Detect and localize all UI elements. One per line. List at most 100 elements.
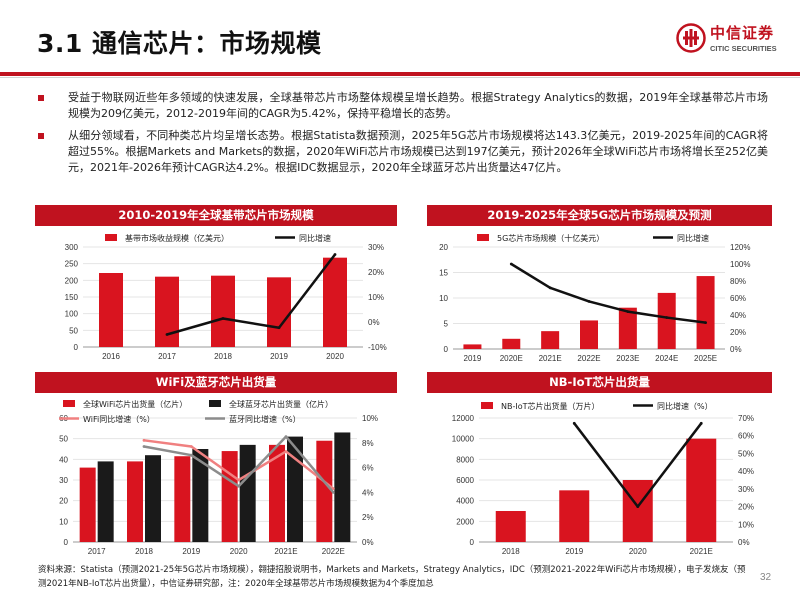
line-point (237, 478, 241, 482)
y-right-tick-label: -10% (368, 343, 387, 352)
bar (239, 444, 256, 542)
y-left-tick-label: 12000 (452, 414, 475, 423)
brand: 中信证券 CITIC SECURITIES (676, 20, 788, 60)
chart-panel-nbiot: NB-IoT芯片出货量 0 2000 4000 6000 8000 10000 12000 0… (427, 372, 772, 560)
5g-chip-market-chart: 0 5 10 15 20 0% 20% 40% 60% 80% 100% 120% 2019 2020E 2… (439, 233, 750, 363)
y-right-tick-label: 10% (362, 414, 378, 423)
bar (155, 276, 179, 347)
bar (316, 440, 333, 542)
y-left-tick-label: 150 (65, 293, 79, 302)
x-tick-label: 2018 (135, 547, 153, 556)
y-right-tick-label: 20% (738, 503, 754, 512)
chart-title: 2010-2019年全球基带芯片市场规模 (35, 205, 397, 226)
line-point (142, 438, 146, 442)
line-point (665, 316, 669, 319)
y-right-tick-label: 40% (738, 467, 754, 476)
y-left-tick-label: 0 (444, 345, 449, 354)
legend-swatch (209, 400, 221, 407)
x-tick-label: 2022E (322, 547, 345, 556)
line-point (277, 326, 281, 330)
y-right-tick-label: 70% (738, 414, 754, 423)
wifi-bluetooth-shipment-chart: 01020304050600%2%4%6%8%10%20172018201920… (59, 399, 378, 556)
bar (463, 344, 482, 349)
x-tick-label: 2020 (230, 547, 248, 556)
x-tick-label: 2020E (500, 354, 523, 363)
legend-label: 同比增速（%） (657, 401, 713, 411)
page-number: 32 (760, 572, 772, 583)
chart-panel-5g: 2019-2025年全球5G芯片市场规模及预测 0 5 10 15 20 0% 20% 40%… (427, 205, 772, 365)
legend-swatch (481, 402, 493, 409)
line-point (636, 505, 640, 508)
bar (580, 320, 598, 349)
y-left-tick-label: 10 (439, 294, 448, 303)
bar (696, 276, 715, 349)
y-right-tick-label: 8% (362, 439, 374, 448)
x-tick-label: 2017 (88, 547, 106, 556)
bullet-list: 受益于物联网近些年多领域的快速发展，全球基带芯片市场整体规模呈增长趋势。根据St… (38, 90, 768, 182)
bar (657, 292, 676, 349)
chart-title: WiFi及蓝牙芯片出货量 (35, 372, 397, 393)
header-rule-thin (0, 77, 800, 78)
y-left-tick-label: 10000 (452, 435, 475, 444)
line-point (284, 435, 288, 438)
source-note: 资料来源：Statista（预测2021-25年5G芯片市场规模），翱捷招股说明… (38, 565, 746, 589)
line-point (142, 445, 146, 448)
bar (174, 456, 191, 542)
y-right-tick-label: 10% (738, 520, 754, 529)
line-point (704, 321, 707, 325)
y-left-tick-label: 30 (59, 476, 68, 485)
line-point (189, 445, 193, 448)
bar (618, 307, 637, 349)
chart-title: 2019-2025年全球5G芯片市场规模及预测 (427, 205, 772, 226)
y-right-tick-label: 4% (362, 488, 374, 497)
line-point (331, 487, 335, 491)
bar (211, 275, 235, 347)
y-right-tick-label: 0% (738, 538, 750, 547)
y-left-tick-label: 10 (59, 517, 68, 526)
series-line (143, 439, 335, 490)
y-right-tick-label: 60% (738, 432, 754, 441)
bar (97, 461, 114, 542)
legend-swatch (63, 400, 75, 407)
x-tick-label: 2016 (102, 352, 120, 361)
line-point (221, 317, 225, 320)
x-tick-label: 2018 (214, 352, 232, 361)
baseband-market-chart: 0 50 100 150 200 250 300 -10% 0% 10% 20% 30% 2016 201… (65, 233, 387, 361)
y-right-tick-label: 20% (368, 268, 384, 277)
bar (559, 490, 590, 542)
x-tick-label: 2021E (274, 547, 297, 556)
y-right-tick-label: 30% (368, 243, 384, 252)
y-left-tick-label: 250 (65, 260, 79, 269)
chart-panel-baseband: 2010-2019年全球基带芯片市场规模 0 50 100 150 200 250 300 -… (35, 205, 397, 365)
bullet-text: 受益于物联网近些年多领域的快速发展，全球基带芯片市场整体规模呈增长趋势。根据St… (68, 91, 768, 120)
bar (334, 432, 351, 542)
bar (99, 273, 123, 347)
y-right-tick-label: 80% (730, 277, 746, 286)
nbiot-shipment-chart: 0 2000 4000 6000 8000 10000 12000 0% 10% 20% 30% 40… (452, 401, 754, 556)
legend-label: 同比增速 (299, 233, 331, 243)
y-right-tick-label: 60% (730, 294, 746, 303)
x-tick-label: 2018 (502, 547, 520, 556)
series-line (510, 262, 706, 324)
y-left-tick-label: 200 (65, 276, 79, 285)
x-tick-label: 2020 (629, 547, 647, 556)
y-left-tick-label: 4000 (456, 497, 474, 506)
line-point (509, 262, 513, 266)
line-point (699, 421, 703, 425)
bar (221, 451, 238, 542)
y-left-tick-label: 100 (65, 310, 79, 319)
legend-swatch (105, 234, 117, 241)
bullet-item: 从细分领域看，不同种类芯片均呈增长态势。根据Statista数据预测，2025年… (38, 128, 768, 176)
bar (541, 331, 560, 349)
x-tick-label: 2025E (694, 354, 717, 363)
header-rule (0, 72, 800, 76)
y-left-tick-label: 0 (64, 538, 69, 547)
legend-label: 全球蓝牙芯片出货量（亿片） (229, 399, 333, 409)
y-right-tick-label: 40% (730, 311, 746, 320)
line-point (237, 484, 241, 488)
chart-panel-wifi-bt: WiFi及蓝牙芯片出货量 01020304050600%2%4%6%8%10%2… (35, 372, 397, 560)
y-left-tick-label: 0 (470, 538, 475, 547)
line-point (284, 450, 288, 453)
line-point (572, 421, 576, 425)
y-left-tick-label: 6000 (456, 476, 474, 485)
